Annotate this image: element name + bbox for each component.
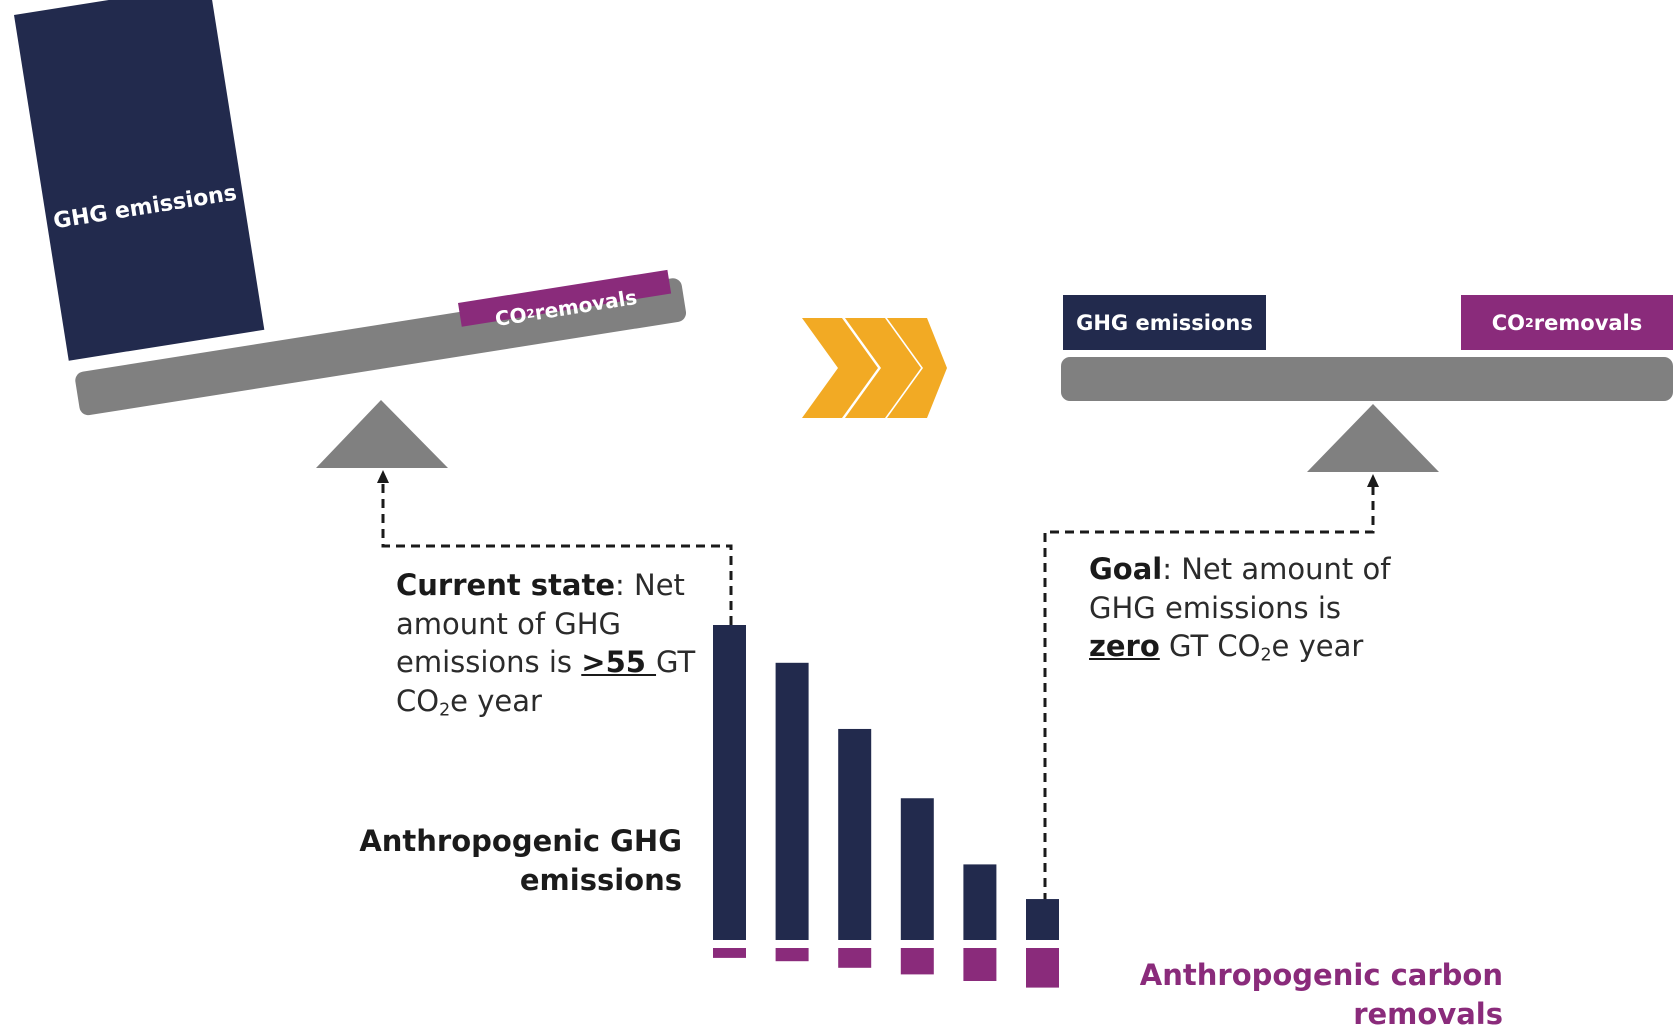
removals-bar (900, 948, 934, 975)
emissions-bar (900, 798, 934, 940)
right-scale (1061, 295, 1673, 472)
current-state-heading: Current state (396, 568, 616, 602)
fulcrum-triangle-icon (316, 400, 448, 468)
fulcrum-triangle-icon (1307, 404, 1439, 472)
emissions-bar (775, 662, 809, 940)
emissions-bar (963, 864, 997, 940)
right-co2-removals-label: CO 2 removals (1491, 310, 1643, 335)
emissions-series-title: Anthropogenic GHG emissions (359, 824, 682, 897)
right-ghg-emissions-block (1063, 295, 1266, 350)
triple-chevron-right-icon (802, 318, 947, 418)
right-ghg-emissions-label: GHG emissions (1076, 310, 1253, 335)
removals-bar (713, 948, 746, 958)
current-state-value: >55 (581, 645, 657, 679)
removals-series-title: Anthropogenic carbon removals (1139, 958, 1503, 1031)
bars-chart (713, 625, 1059, 988)
goal-value: zero (1089, 629, 1160, 663)
emissions-bar (713, 625, 746, 940)
dashed-arrow-up-icon (1043, 474, 1379, 902)
removals-bar (1026, 948, 1059, 988)
dashed-arrow-up-icon (377, 470, 733, 625)
current-state-annotation: Current state: Net amount of GHG emissio… (396, 568, 696, 720)
left-co2-removals-block (458, 269, 672, 327)
goal-annotation: Goal: Net amount of GHG emissions is zer… (1089, 552, 1391, 666)
emissions-bar (838, 728, 872, 940)
right-co2-removals-block (1461, 295, 1673, 350)
right-scale-beam (1061, 357, 1673, 401)
removals-bar (775, 948, 809, 962)
left-scale (14, 0, 687, 468)
left-ghg-emissions-block (14, 0, 265, 361)
removals-bar (838, 948, 872, 968)
goal-heading: Goal (1089, 552, 1163, 586)
emissions-bar (1026, 899, 1059, 940)
removals-bar (963, 948, 997, 981)
